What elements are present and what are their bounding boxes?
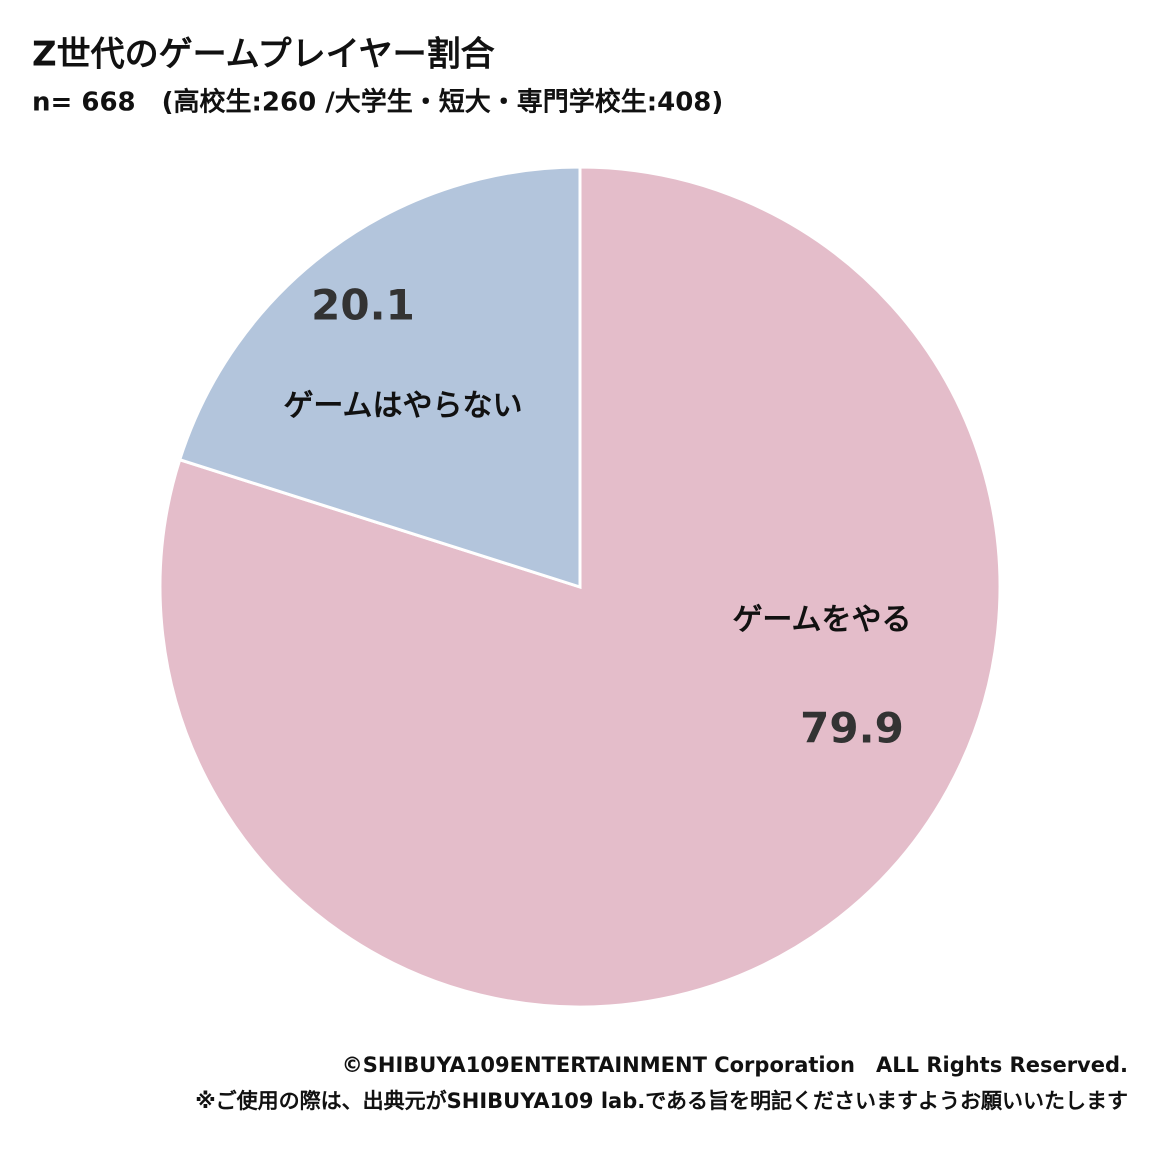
slice-label: ゲームをやる <box>732 603 911 638</box>
pie-slice <box>177 165 582 590</box>
footer-note: ※ご使用の際は、出典元がSHIBUYA109 lab.である旨を明記くださいます… <box>195 1089 1128 1113</box>
pie: ゲームをやる 79.9 ゲームはやらない 20.1 <box>158 165 1002 1009</box>
data-label: 20.1 <box>311 281 415 330</box>
footer-copyright: ©SHIBUYA109ENTERTAINMENT Corporation ALL… <box>342 1053 1128 1077</box>
data-label: 79.9 <box>800 704 904 753</box>
chart-subtitle: n= 668 (高校生:260 /大学生・短大・専門学校生:408) <box>32 87 723 118</box>
chart-title: Z世代のゲームプレイヤー割合 <box>32 35 495 75</box>
slice-label: ゲームはやらない <box>283 389 522 424</box>
